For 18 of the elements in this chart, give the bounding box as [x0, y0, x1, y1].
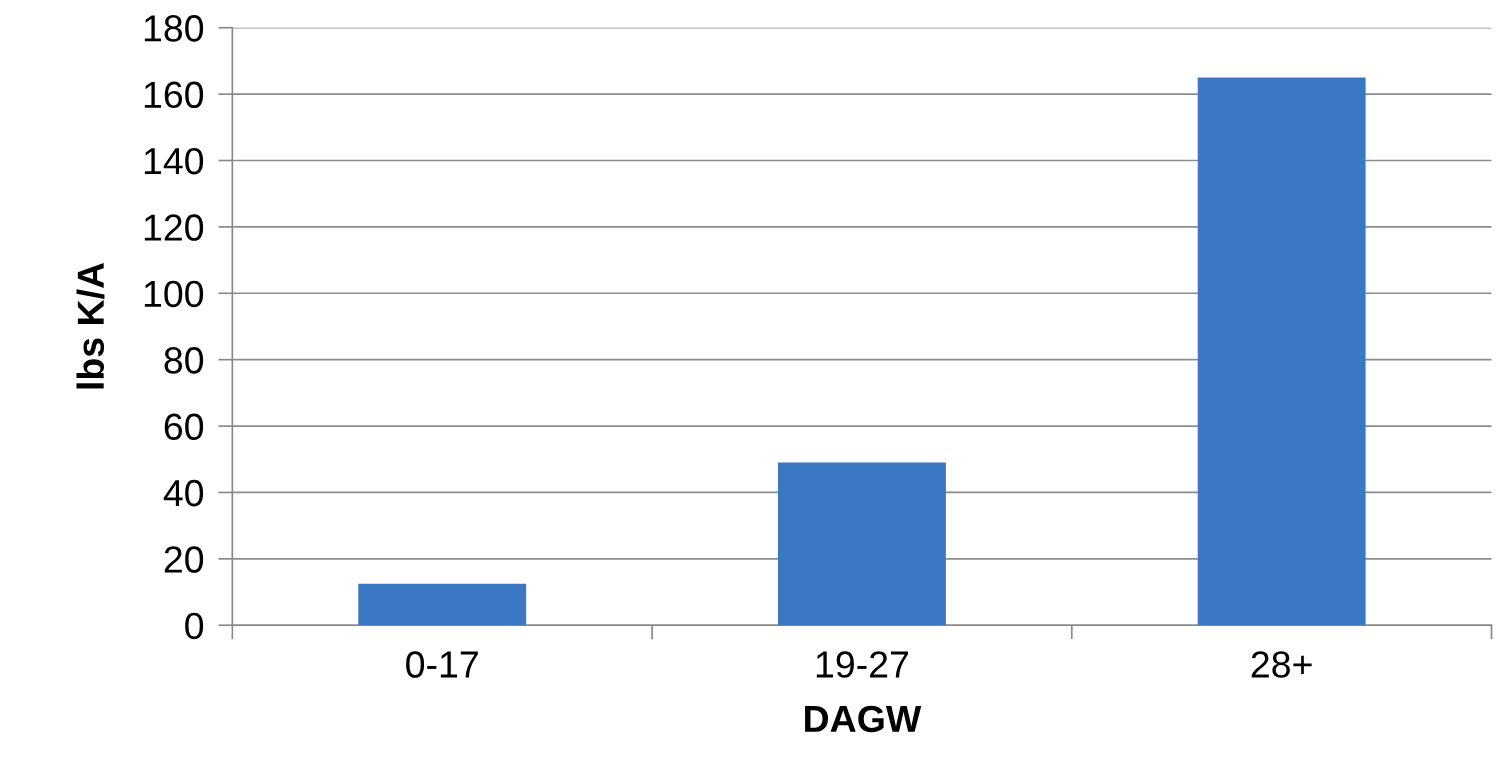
y-tick-label: 20	[164, 546, 204, 573]
y-tick-label: 140	[144, 147, 204, 175]
y-tick-label: 100	[144, 280, 204, 308]
bar	[777, 462, 946, 626]
y-tick-label: 60	[164, 413, 204, 441]
x-tick-label: 0-17	[406, 651, 478, 678]
y-tick-label: 40	[163, 479, 204, 507]
y-tick-label: 180	[144, 15, 204, 42]
x-axis-title: DAGW	[805, 705, 922, 733]
bar	[358, 583, 527, 626]
x-tick-label: 28+	[1251, 651, 1312, 678]
bar	[1197, 77, 1366, 626]
y-tick-label: 0	[185, 612, 204, 640]
y-axis-title: lbs K/A	[76, 262, 105, 389]
y-tick-label: 80	[164, 347, 204, 374]
x-tick-label: 19-27	[816, 651, 908, 678]
y-tick-label: 160	[144, 81, 204, 109]
y-tick-label: 120	[144, 214, 204, 241]
